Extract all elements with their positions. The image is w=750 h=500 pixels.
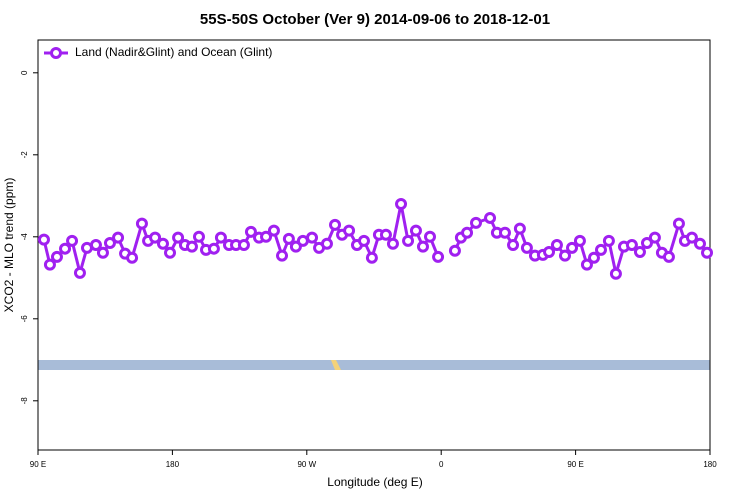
- data-point: [566, 241, 579, 254]
- data-point: [103, 236, 116, 249]
- data-point: [693, 237, 706, 250]
- legend-label: Land (Nadir&Glint) and Ocean (Glint): [75, 45, 272, 59]
- x-tick-label: 90 E: [567, 460, 583, 469]
- data-point: [409, 224, 422, 237]
- data-point: [513, 222, 526, 235]
- data-point: [448, 244, 461, 257]
- data-point: [365, 251, 378, 264]
- data-point: [164, 246, 177, 259]
- y-tick-label: -6: [20, 315, 29, 323]
- data-point: [701, 246, 714, 259]
- x-tick-label: 180: [703, 460, 717, 469]
- y-tick-label: 0: [20, 70, 29, 75]
- y-tick-label: -8: [20, 397, 29, 405]
- data-point: [156, 237, 169, 250]
- data-point: [329, 218, 342, 231]
- chart-title: 55S-50S October (Ver 9) 2014-09-06 to 20…: [200, 11, 550, 28]
- data-point: [558, 249, 571, 262]
- data-point: [343, 224, 356, 237]
- data-point: [135, 217, 148, 230]
- data-point: [416, 240, 429, 253]
- data-point: [386, 237, 399, 250]
- x-tick-label: 0: [439, 460, 444, 469]
- data-point: [640, 236, 653, 249]
- data-point: [573, 234, 586, 247]
- data-point: [50, 250, 63, 263]
- data-point: [498, 226, 511, 239]
- plot-frame: [37, 39, 711, 451]
- data-point: [602, 234, 615, 247]
- data-point: [379, 228, 392, 241]
- data-point: [432, 250, 445, 263]
- data-point: [402, 234, 415, 247]
- data-point: [192, 230, 205, 243]
- data-point: [112, 231, 125, 244]
- data-point: [685, 231, 698, 244]
- data-point: [260, 230, 273, 243]
- y-tick-label: -4: [20, 233, 29, 241]
- y-tick-label: -2: [20, 151, 29, 159]
- legend: Land (Nadir&Glint) and Ocean (Glint): [44, 45, 272, 59]
- data-point: [580, 258, 593, 271]
- data-point: [267, 224, 280, 237]
- data-point: [276, 249, 289, 262]
- data-point: [59, 242, 72, 255]
- data-point: [461, 226, 474, 239]
- data-point: [507, 239, 520, 251]
- data-point: [357, 234, 370, 247]
- data-point: [662, 250, 675, 263]
- data-point: [214, 231, 227, 244]
- data-point: [550, 239, 563, 251]
- data-point: [185, 240, 198, 253]
- data-point: [126, 251, 139, 264]
- data-point: [484, 211, 497, 224]
- x-axis-label: Longitude (deg E): [327, 475, 422, 489]
- data-point: [66, 234, 79, 247]
- x-tick-label: 90 E: [30, 460, 46, 469]
- x-tick-label: 90 W: [297, 460, 316, 469]
- data-point: [609, 267, 622, 280]
- data-point: [672, 217, 685, 230]
- data-point: [625, 239, 638, 251]
- data-point: [633, 245, 646, 258]
- data-point: [594, 243, 607, 256]
- data-point: [648, 231, 661, 244]
- data-point: [73, 266, 86, 279]
- data-point: [89, 239, 102, 251]
- data-point: [172, 231, 185, 244]
- y-axis-label: XCO2 - MLO trend (ppm): [2, 178, 16, 313]
- data-point: [37, 233, 50, 246]
- data-point: [543, 245, 556, 258]
- legend-marker: [50, 47, 62, 59]
- data-point: [244, 225, 257, 238]
- data-point: [424, 230, 436, 243]
- data-point: [96, 246, 109, 259]
- data-point: [320, 237, 333, 250]
- data-point: [587, 251, 600, 264]
- data-point: [282, 232, 295, 245]
- data-point: [43, 258, 56, 271]
- data-point: [306, 231, 319, 244]
- data-point: [207, 242, 220, 255]
- x-tick-label: 180: [166, 460, 180, 469]
- land-strip: [38, 360, 710, 370]
- data-point: [520, 241, 533, 254]
- land-patch: [331, 360, 341, 370]
- data-point: [149, 231, 162, 244]
- data-point: [469, 216, 482, 229]
- data-point: [237, 239, 250, 251]
- data-point: [395, 198, 408, 210]
